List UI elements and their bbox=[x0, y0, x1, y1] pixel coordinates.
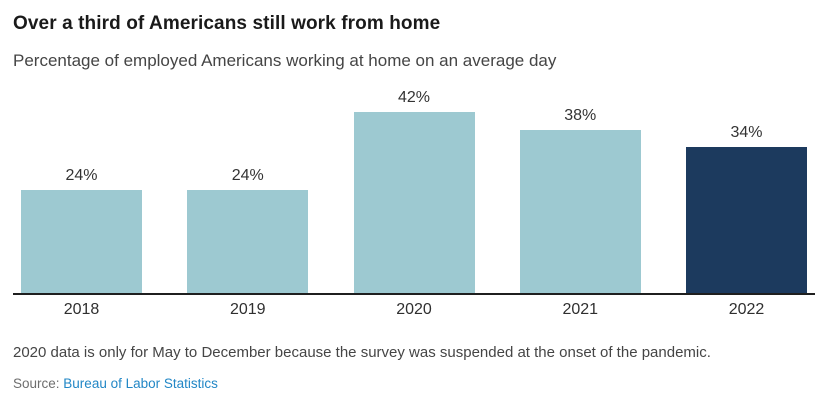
bar-column-2021: 38% bbox=[519, 90, 641, 293]
x-axis-label-2022: 2022 bbox=[728, 301, 765, 318]
x-axis-label-2020: 2020 bbox=[396, 301, 432, 318]
bar-value-label: 24% bbox=[231, 166, 264, 184]
bar-column-2022: 34% bbox=[686, 90, 807, 293]
bar-value-label: 42% bbox=[397, 89, 431, 107]
bar-value-label: 38% bbox=[564, 106, 597, 124]
chart-subtitle: Percentage of employed Americans working… bbox=[13, 51, 557, 70]
source-link[interactable]: Bureau of Labor Statistics bbox=[63, 376, 218, 391]
bar-value-label: 24% bbox=[65, 166, 98, 184]
bar-2021 bbox=[519, 129, 641, 293]
x-axis-label-2021: 2021 bbox=[562, 301, 599, 318]
bar-2022 bbox=[686, 146, 807, 293]
source-label: Source: bbox=[13, 376, 60, 391]
bar-2020 bbox=[353, 112, 475, 293]
bar-2018 bbox=[21, 189, 142, 293]
bar-2019 bbox=[187, 189, 309, 293]
bar-column-2019: 24% bbox=[187, 90, 309, 293]
x-axis-label-2019: 2019 bbox=[229, 301, 266, 318]
bar-column-2020: 42% bbox=[353, 89, 475, 293]
bar-chart: 24% 24% 42% 38% 34% bbox=[21, 90, 807, 293]
x-axis-labels: 2018 2019 2020 2021 2022 bbox=[21, 302, 807, 318]
chart-footnote: 2020 data is only for May to December be… bbox=[13, 344, 711, 361]
x-axis-line bbox=[13, 293, 815, 295]
bar-value-label: 34% bbox=[730, 123, 763, 141]
bar-column-2018: 24% bbox=[21, 90, 142, 293]
source-line: Source: Bureau of Labor Statistics bbox=[13, 376, 817, 391]
chart-title: Over a third of Americans still work fro… bbox=[13, 13, 441, 34]
x-axis-label-2018: 2018 bbox=[63, 301, 100, 318]
